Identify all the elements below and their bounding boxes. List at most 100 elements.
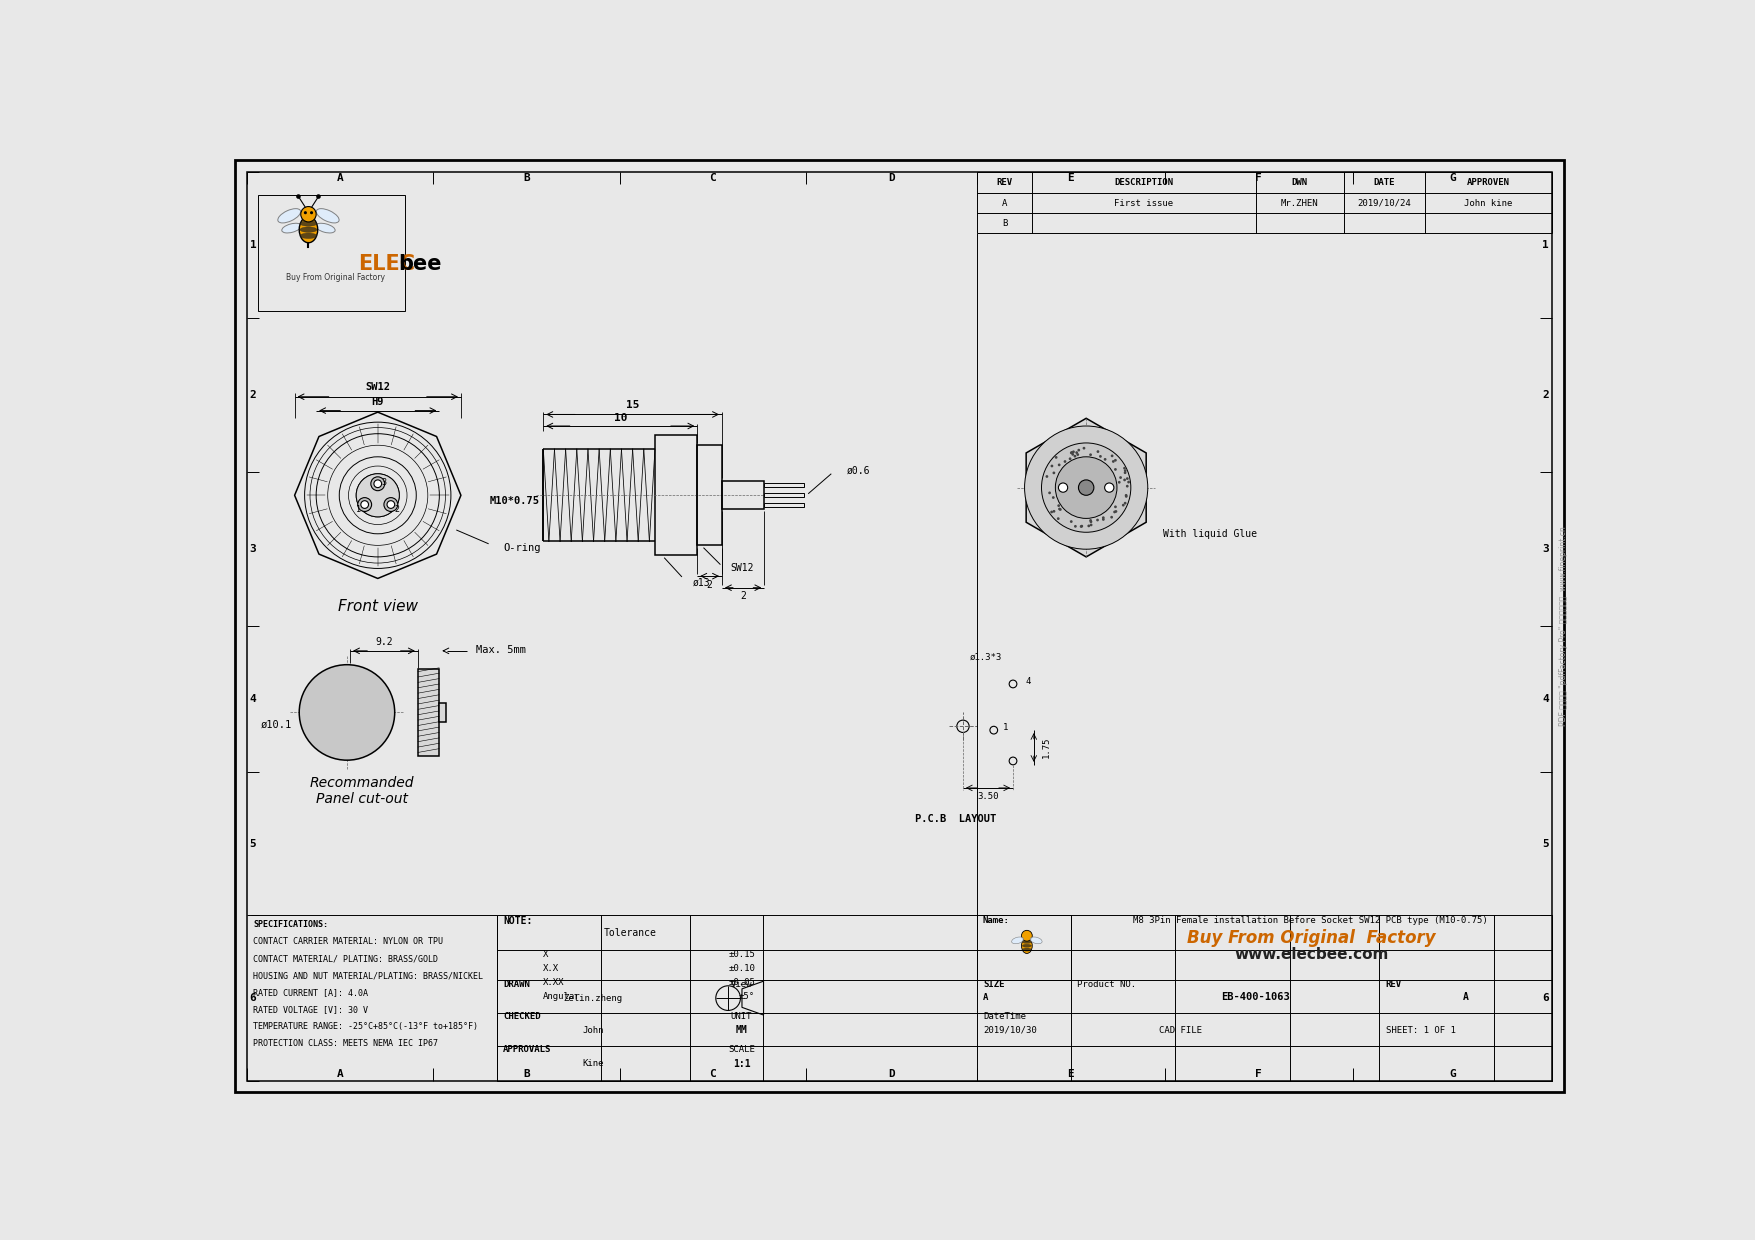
Text: 5: 5 xyxy=(1543,838,1550,848)
Circle shape xyxy=(1125,495,1128,497)
Text: MM: MM xyxy=(735,1025,748,1035)
Text: SIZE: SIZE xyxy=(983,980,1004,988)
Text: 10: 10 xyxy=(614,413,627,423)
Text: DESCRIPTION: DESCRIPTION xyxy=(1114,177,1174,187)
Circle shape xyxy=(1058,464,1060,466)
Circle shape xyxy=(1057,517,1060,520)
Circle shape xyxy=(1058,508,1062,511)
Circle shape xyxy=(1111,455,1113,458)
Text: F: F xyxy=(1255,1069,1262,1079)
Circle shape xyxy=(374,480,381,487)
Circle shape xyxy=(1053,510,1055,512)
Text: View: View xyxy=(730,980,753,988)
Text: DateTime: DateTime xyxy=(983,1012,1027,1021)
Text: 1.75: 1.75 xyxy=(1042,737,1051,758)
Text: PDF 文件使用 "pdfFactory Pro" 试用版本创建  www.fineprint.cn: PDF 文件使用 "pdfFactory Pro" 试用版本创建 www.fin… xyxy=(1558,526,1567,727)
Text: 9.2: 9.2 xyxy=(376,636,393,646)
Circle shape xyxy=(1097,450,1099,453)
Circle shape xyxy=(1104,458,1106,461)
Bar xyxy=(258,195,405,310)
Ellipse shape xyxy=(316,208,339,223)
Bar xyxy=(697,445,721,546)
Ellipse shape xyxy=(1021,940,1032,944)
Text: Front view: Front view xyxy=(337,599,418,615)
Text: Zelin.zheng: Zelin.zheng xyxy=(563,993,623,1003)
Circle shape xyxy=(1088,525,1090,527)
Text: 3: 3 xyxy=(381,477,386,487)
Circle shape xyxy=(1114,459,1116,461)
Circle shape xyxy=(1090,521,1092,523)
Circle shape xyxy=(1127,481,1130,484)
Ellipse shape xyxy=(300,233,318,238)
Text: E: E xyxy=(1067,174,1074,184)
Circle shape xyxy=(1104,484,1114,492)
Text: M8 3Pin Female installation Before Socket SW12 PCB type (M10-0.75): M8 3Pin Female installation Before Socke… xyxy=(1134,916,1488,925)
Text: D: D xyxy=(888,1069,895,1079)
Text: G: G xyxy=(1450,174,1455,184)
Ellipse shape xyxy=(1021,949,1032,951)
Text: SW12: SW12 xyxy=(365,382,390,393)
Circle shape xyxy=(1057,505,1060,507)
Circle shape xyxy=(1111,516,1113,518)
Text: 6: 6 xyxy=(249,993,256,1003)
Text: www.elecbee.com: www.elecbee.com xyxy=(1234,947,1388,962)
Text: 2: 2 xyxy=(395,505,400,513)
Text: ø13: ø13 xyxy=(693,578,711,588)
Text: C: C xyxy=(709,1069,716,1079)
Ellipse shape xyxy=(298,217,318,243)
Text: CONTACT MATERIAL/ PLATING: BRASS/GOLD: CONTACT MATERIAL/ PLATING: BRASS/GOLD xyxy=(253,955,439,963)
Circle shape xyxy=(1051,496,1055,498)
Text: ELEC: ELEC xyxy=(358,254,416,274)
Text: D: D xyxy=(888,174,895,184)
Circle shape xyxy=(1071,451,1072,454)
Circle shape xyxy=(1046,475,1048,477)
Bar xyxy=(655,435,697,556)
Text: RATED CURRENT [A]: 4.0A: RATED CURRENT [A]: 4.0A xyxy=(253,988,369,997)
Text: UNIT: UNIT xyxy=(730,1012,753,1021)
Circle shape xyxy=(1113,460,1114,463)
Circle shape xyxy=(1114,506,1116,508)
Circle shape xyxy=(1090,523,1093,526)
Circle shape xyxy=(1079,480,1093,495)
Text: ±0.15: ±0.15 xyxy=(728,951,755,960)
Circle shape xyxy=(1021,930,1032,941)
Text: 3: 3 xyxy=(249,544,256,554)
Circle shape xyxy=(1090,454,1092,456)
Text: F: F xyxy=(1255,174,1262,184)
Circle shape xyxy=(362,501,369,508)
Circle shape xyxy=(1113,511,1116,513)
Circle shape xyxy=(1074,455,1076,458)
Bar xyxy=(765,494,804,497)
Circle shape xyxy=(1079,525,1083,528)
Circle shape xyxy=(1053,471,1055,474)
Circle shape xyxy=(297,195,300,198)
Text: G: G xyxy=(1450,1069,1455,1079)
Circle shape xyxy=(1049,511,1053,513)
Text: ø10.1: ø10.1 xyxy=(260,719,291,730)
Text: Panel cut-out: Panel cut-out xyxy=(316,791,409,806)
Text: 2: 2 xyxy=(707,579,713,590)
Circle shape xyxy=(1074,525,1078,528)
Circle shape xyxy=(1058,507,1060,511)
Ellipse shape xyxy=(1011,937,1023,944)
Text: REV: REV xyxy=(1385,980,1400,988)
Circle shape xyxy=(1125,494,1127,497)
Circle shape xyxy=(1041,443,1130,532)
Ellipse shape xyxy=(277,208,300,223)
Text: SHEET: 1 OF 1: SHEET: 1 OF 1 xyxy=(1386,1025,1457,1035)
Text: Angular: Angular xyxy=(544,992,581,1001)
Text: CONTACT CARRIER MATERIAL: NYLON OR TPU: CONTACT CARRIER MATERIAL: NYLON OR TPU xyxy=(253,937,442,946)
Text: 1:1: 1:1 xyxy=(734,1059,751,1069)
Text: H9: H9 xyxy=(372,397,384,407)
Bar xyxy=(418,670,439,755)
Text: ø0.6: ø0.6 xyxy=(846,466,870,476)
Circle shape xyxy=(356,474,400,517)
Circle shape xyxy=(1083,446,1085,450)
Text: Kine: Kine xyxy=(583,1059,604,1068)
Text: 3: 3 xyxy=(1543,544,1550,554)
Text: NOTE:: NOTE: xyxy=(504,916,534,926)
Text: E: E xyxy=(1067,1069,1074,1079)
Circle shape xyxy=(1127,485,1128,487)
Text: X.X: X.X xyxy=(544,965,560,973)
Text: Recommanded: Recommanded xyxy=(311,776,414,790)
